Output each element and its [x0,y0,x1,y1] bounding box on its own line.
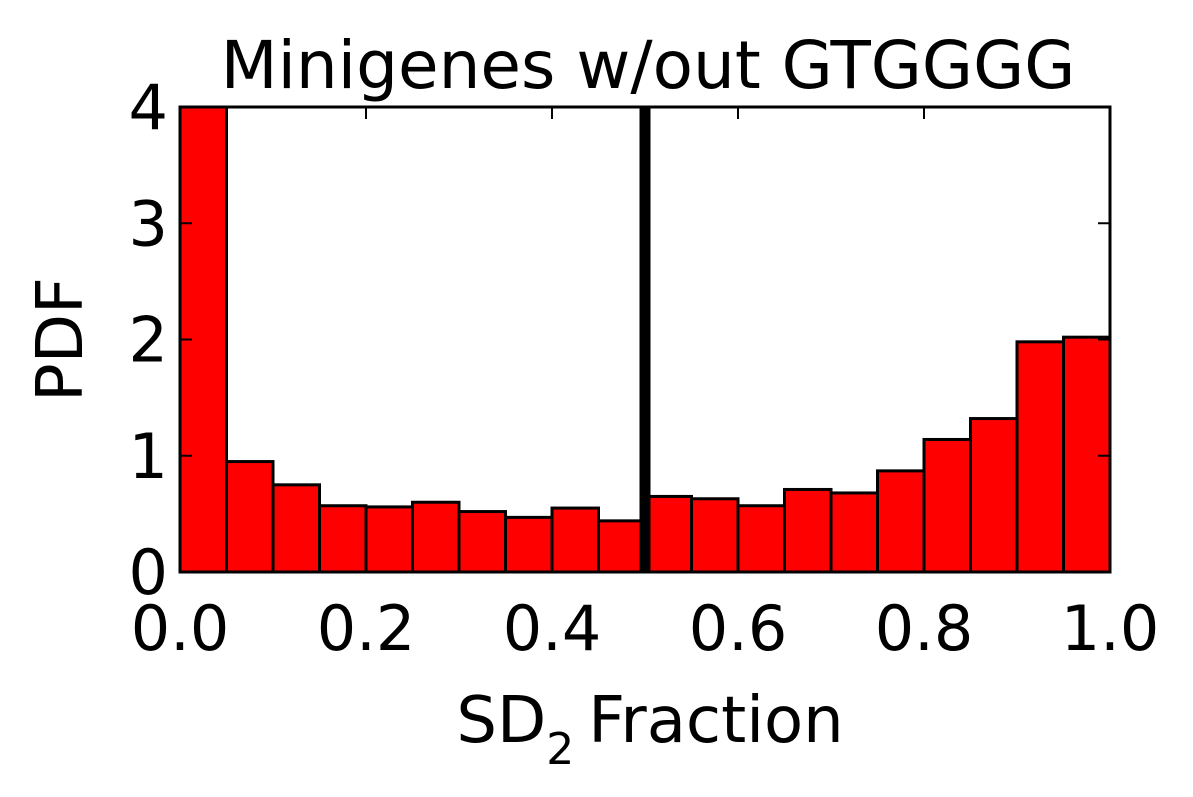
x-tick-label: 0.2 [317,592,416,665]
x-axis-label: SD2 Fraction [456,684,843,775]
y-tick-label: 4 [129,71,168,144]
histogram-bar [1015,340,1065,574]
histogram-bar [922,437,972,574]
histogram-bar [457,510,507,574]
x-tick-label: 0.4 [503,592,602,665]
histogram-bar [969,417,1019,574]
y-tick-label: 3 [129,187,168,260]
histogram-bar [271,483,321,574]
chart-title: Minigenes w/out GTGGGG [221,27,1076,104]
histogram-bar [643,494,693,574]
histogram-bar [829,491,879,574]
histogram-bar [690,497,740,574]
histogram-bar [504,515,554,574]
x-tick-label: 0.8 [875,592,974,665]
histogram-bar [225,460,275,574]
histogram-bar [736,504,786,574]
histogram-bar [550,506,600,574]
histogram-bar [318,504,368,574]
histogram-bar [364,505,414,574]
x-tick-label: 0.6 [689,592,788,665]
x-axis-label-subscript: 2 [546,724,574,775]
histogram-bar [411,500,461,574]
bars-group [178,105,1112,574]
y-axis-label: PDF [24,277,98,402]
x-axis-label-main: SD [456,684,546,758]
x-tick-label: 0.0 [131,592,230,665]
y-tick-label: 0 [129,536,168,609]
histogram-bar [597,519,647,574]
y-tick-label: 2 [129,304,168,377]
x-axis-label-rest: Fraction [588,684,843,758]
tick-labels-group: 0.0 0.2 0.4 0.6 0.8 1.0 0 1 2 3 4 [129,71,1160,665]
x-tick-label: 1.0 [1061,592,1160,665]
ticks-group [179,106,1111,573]
y-tick-label: 1 [129,420,168,493]
histogram-bar [1062,335,1112,574]
histogram-bar [876,469,926,574]
histogram-bar [783,487,833,574]
